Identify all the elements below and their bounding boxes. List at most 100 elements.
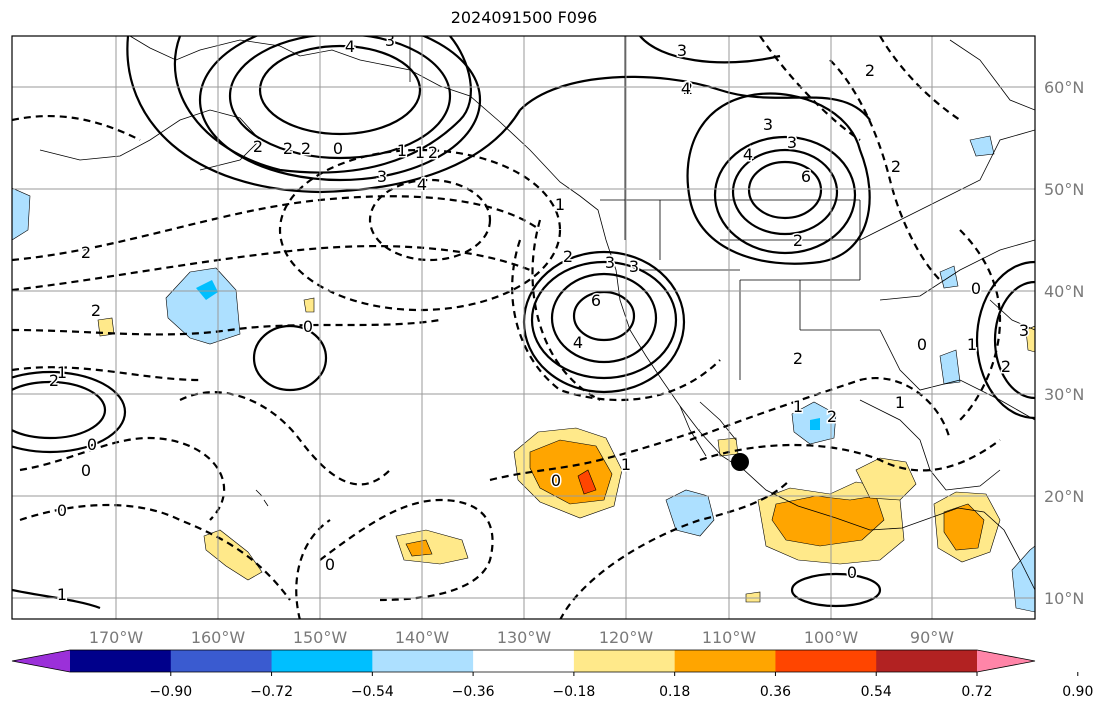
contour-label: 1 [57, 363, 67, 382]
anomaly-positive-region [1025, 325, 1035, 353]
colorbar-tick-label: −0.18 [552, 684, 595, 700]
contour-line-dashed [759, 36, 861, 141]
contour-label: 3 [787, 133, 797, 152]
colorbar-segment [473, 650, 575, 672]
contour-label: 4 [573, 333, 583, 352]
colorbar-tick-label: 0.18 [659, 684, 690, 700]
contour-label: 2 [81, 243, 91, 262]
contour-label: 0 [917, 335, 927, 354]
contour-label: 2 [49, 371, 59, 390]
contour-label: 3 [605, 253, 615, 272]
location-marker [731, 453, 749, 471]
lat-tick-label: 30°N [1044, 385, 1084, 404]
contour-label: 1 [555, 195, 565, 214]
contour-label: 4 [345, 37, 355, 56]
contour-line-dashed [699, 439, 1001, 472]
contour-line-dashed [12, 318, 441, 336]
contour-line-solid [993, 280, 1035, 400]
contour-label: 0 [87, 435, 97, 454]
contour-line-dashed [368, 178, 492, 262]
lat-tick-label: 60°N [1044, 78, 1084, 97]
contour-label: 4 [417, 175, 427, 194]
contour-line-solid [12, 380, 107, 440]
colorbar-tick-label: −0.36 [452, 684, 495, 700]
contour-label: 0 [551, 471, 561, 490]
colorbar-segment [775, 650, 877, 672]
anomaly-negative-region [810, 418, 820, 430]
contour-line-dashed [12, 366, 201, 382]
contour-label: 4 [681, 79, 691, 98]
contour-label: 2 [1001, 357, 1011, 376]
latitude-axis: 60°N 50°N 40°N 30°N 20°N 10°N [1044, 78, 1084, 608]
contour-label: 0 [325, 555, 335, 574]
contour-label: 2 [891, 157, 901, 176]
lon-tick-label: 170°W [89, 628, 144, 647]
contour-label: 4 [743, 145, 753, 164]
colorbar-tick-label: −0.90 [149, 684, 192, 700]
colorbar-segment [70, 650, 172, 672]
anomaly-negative-region [196, 280, 218, 300]
lon-tick-label: 140°W [395, 628, 450, 647]
contour-line-dashed [489, 428, 701, 482]
anomaly-negative-region [969, 135, 995, 157]
contour-line-solid [12, 370, 127, 454]
contour-line-dashed [959, 229, 1002, 421]
contour-label: 2 [283, 139, 293, 158]
colorbar: −0.90 −0.72 −0.54 −0.36 −0.18 0.18 0.36 0.54 0.7… [11, 649, 1093, 700]
contour-line-solid [198, 36, 482, 182]
contour-line-dashed [179, 391, 391, 486]
contour-label: 6 [591, 291, 601, 310]
contour-label: 2 [793, 231, 803, 250]
graticule [12, 36, 1035, 619]
anomaly-positive-region [943, 503, 985, 551]
anomaly-negative-region [1011, 545, 1035, 613]
lon-tick-label: 160°W [191, 628, 246, 647]
colorbar-extend-high [977, 650, 1035, 672]
contour-label: 1 [621, 455, 631, 474]
contour-line-dashed [689, 377, 952, 442]
colorbar-tick-label: 0.72 [961, 684, 992, 700]
contour-line-dashed [12, 114, 141, 141]
contour-label: 1 [57, 585, 67, 604]
colorbar-tick-label: 0.54 [861, 684, 892, 700]
colorbar-segment [573, 650, 676, 672]
colorbar-tick-label: −0.54 [351, 684, 394, 700]
lon-tick-label: 90°W [910, 628, 954, 647]
contour-label: 1 [397, 141, 407, 160]
anomaly-negative-region [165, 267, 241, 345]
colorbar-tick-label: −0.72 [250, 684, 293, 700]
lon-tick-label: 130°W [497, 628, 552, 647]
contour-label: 3 [1019, 321, 1029, 340]
contour-label: 2 [563, 247, 573, 266]
contour-line-dashed [559, 479, 791, 619]
colorbar-segment [876, 650, 978, 672]
contour-label: 3 [677, 41, 687, 60]
colorbar-tick-label: 0.90 [1062, 684, 1093, 700]
contour-label: 3 [377, 167, 387, 186]
lon-tick-label: 100°W [804, 628, 859, 647]
longitude-axis: 170°W 160°W 150°W 140°W 130°W 120°W 110°… [89, 628, 954, 647]
contour-label: 2 [865, 61, 875, 80]
contour-line-solid [975, 260, 1035, 420]
contour-line-dashed [829, 59, 941, 281]
colorbar-tick-label: 0.36 [760, 684, 791, 700]
anomaly-positive-region [405, 539, 433, 557]
contour-label: 1 [895, 393, 905, 412]
contour-labels: 4 332 2 2 10 1 23 43243622434632122002100100012… [47, 36, 1030, 606]
map-frame [11, 35, 1036, 620]
anomaly-positive-region [577, 469, 597, 495]
contour-label: 1 [967, 335, 977, 354]
contour-line-dashed [319, 498, 494, 602]
anomaly-negative-region [12, 187, 31, 241]
contour-line-dashed [278, 148, 562, 312]
colorbar-segment [170, 650, 273, 672]
contour-line-dashed [531, 219, 601, 401]
contour-label: 2 [827, 407, 837, 426]
lat-tick-label: 20°N [1044, 487, 1084, 506]
contour-label: 2 [253, 137, 263, 156]
contour-label: 0 [303, 317, 313, 336]
lon-tick-label: 120°W [599, 628, 654, 647]
coastlines [39, 36, 1035, 591]
contour-label: 0 [81, 461, 91, 480]
lon-tick-label: 110°W [702, 628, 757, 647]
